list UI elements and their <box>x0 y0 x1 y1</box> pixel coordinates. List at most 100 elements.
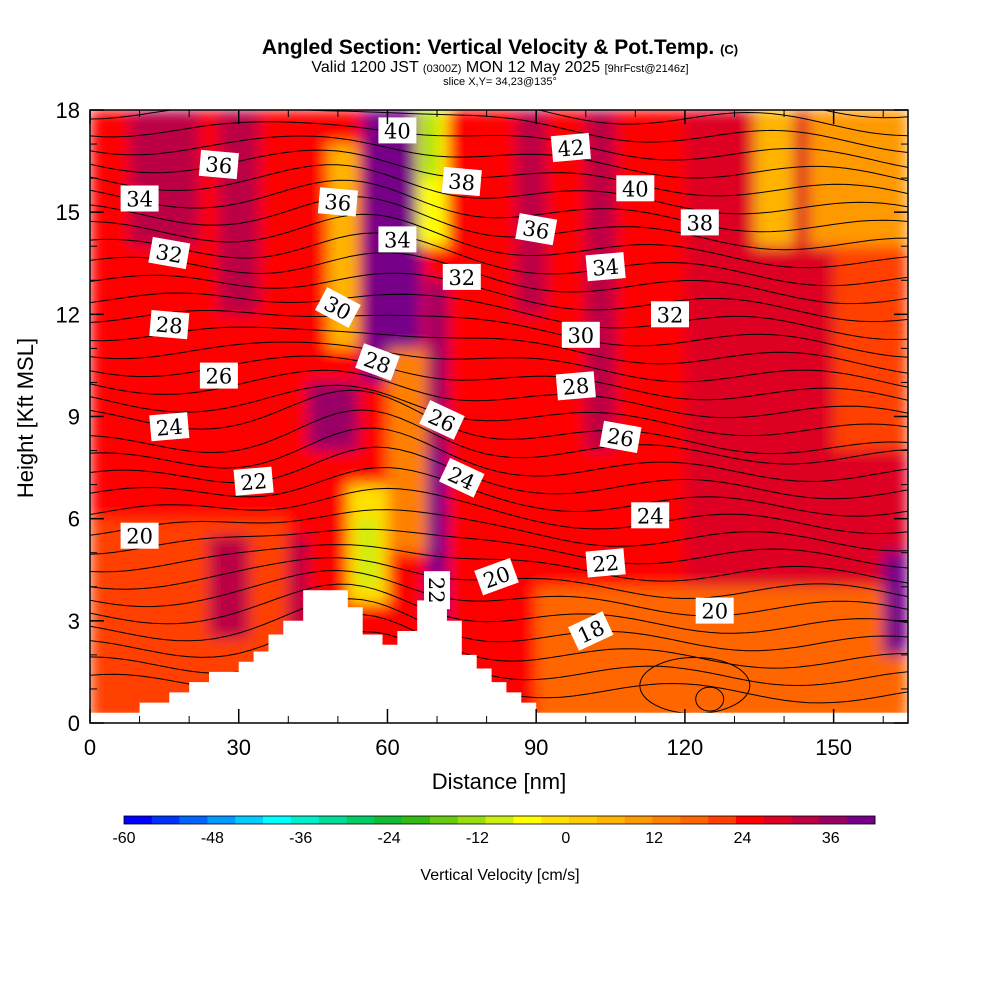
colorbar-swatch <box>457 816 486 824</box>
velocity-patch <box>357 518 378 587</box>
colorbar-tick-label: 12 <box>645 830 663 847</box>
contour-label: 24 <box>149 412 190 442</box>
theta-contour-line <box>90 446 908 500</box>
contour-label-text: 32 <box>448 266 475 290</box>
contour-label-box <box>315 287 361 328</box>
contour-label-box <box>515 213 558 246</box>
y-tick-label: 3 <box>68 609 80 634</box>
theta-contour-line <box>90 232 908 287</box>
theta-contour-line <box>90 164 908 215</box>
contour-label-text: 22 <box>239 469 268 495</box>
contour-label: 38 <box>680 209 719 236</box>
velocity-patch <box>754 110 794 247</box>
contour-label: 34 <box>378 226 417 253</box>
contour-label: 40 <box>378 117 417 144</box>
chart-subtitle: Valid 1200 JST (0300Z) MON 12 May 2025 [… <box>311 59 689 76</box>
x-tick-label: 150 <box>815 735 852 760</box>
contour-label-text: 26 <box>605 424 635 452</box>
x-tick-label: 90 <box>524 735 548 760</box>
theta-contour-line <box>90 272 908 323</box>
contour-label-text: 32 <box>154 240 184 268</box>
contour-label-box <box>317 187 358 217</box>
theta-contour-line <box>90 252 908 305</box>
colorbar-swatch <box>680 816 709 824</box>
contour-label-box <box>442 263 481 290</box>
colorbar-tick-label: 24 <box>734 830 752 847</box>
theta-contour-line <box>90 389 908 455</box>
colorbar-swatch <box>235 816 264 824</box>
contour-label-box <box>680 209 719 236</box>
theta-contour-line <box>90 544 908 584</box>
y-tick-label: 18 <box>56 98 80 123</box>
contour-label-text: 20 <box>126 525 153 549</box>
theta-contour-line <box>90 196 908 251</box>
theta-contour-line <box>90 310 908 358</box>
theta-contour-line <box>90 598 908 652</box>
contour-label: 30 <box>561 321 600 348</box>
velocity-patch <box>422 110 438 179</box>
velocity-patch <box>516 110 547 315</box>
contour-label-box <box>120 522 159 549</box>
contour-label-text: 36 <box>521 216 551 244</box>
contour-label: 28 <box>149 309 190 340</box>
contour-label: 32 <box>442 263 481 290</box>
colorbar-swatch <box>485 816 514 824</box>
contour-label-box <box>585 548 626 578</box>
colorbar-swatch <box>207 816 236 824</box>
colorbar-swatch <box>763 816 792 824</box>
terrain-profile <box>90 590 908 723</box>
contour-label-box <box>616 175 655 202</box>
theta-contour-line <box>90 509 908 552</box>
contour-label-text: 42 <box>557 135 586 161</box>
colorbar-swatch <box>374 816 403 824</box>
contour-label-box <box>651 301 689 328</box>
colorbar-tick-label: -24 <box>378 830 401 847</box>
y-tick-label: 0 <box>68 711 80 736</box>
contour-label-box <box>474 557 519 596</box>
theta-contour-line <box>90 179 908 233</box>
contour-label-box <box>148 236 191 270</box>
contour-label-box <box>555 371 596 401</box>
colorbar-tick-label: 36 <box>822 830 840 847</box>
contour-label-box <box>120 185 159 212</box>
x-tick-label: 30 <box>226 735 250 760</box>
colorbar-swatch <box>569 816 598 824</box>
contour-label-text: 24 <box>637 504 664 528</box>
x-tick-label: 60 <box>375 735 399 760</box>
theta-contour-line <box>90 213 908 269</box>
contour-label: 36 <box>515 213 558 246</box>
contour-label: 28 <box>555 371 596 401</box>
contour-label-text: 26 <box>206 365 233 389</box>
contour-label-box <box>149 412 190 442</box>
velocity-patch <box>387 348 428 553</box>
contour-label: 40 <box>616 175 655 202</box>
contour-label-box <box>561 321 600 348</box>
theta-contour-line <box>90 528 908 569</box>
contour-label-box <box>599 420 642 454</box>
y-tick-label: 15 <box>56 200 80 225</box>
velocity-patch <box>734 620 794 723</box>
contour-label: 22 <box>585 548 626 578</box>
colorbar-tick-label: -48 <box>201 830 224 847</box>
theta-contour-line <box>90 487 908 534</box>
contour-label: 34 <box>585 252 626 282</box>
contour-label-box <box>419 400 465 440</box>
theta-contour-line <box>90 30 908 82</box>
contour-label-box <box>378 117 417 144</box>
contour-label: 24 <box>631 502 670 529</box>
x-tick-label: 0 <box>84 735 96 760</box>
contour-label-text: 24 <box>155 415 184 441</box>
x-tick-label: 120 <box>667 735 704 760</box>
contour-label-text: 32 <box>657 303 684 327</box>
contour-label-text: 36 <box>323 190 352 216</box>
contour-label-box <box>550 132 591 163</box>
colorbar-swatch <box>263 816 292 824</box>
contour-label: 20 <box>695 597 734 624</box>
contour-label-text: 36 <box>204 152 233 178</box>
colorbar-swatch <box>541 816 570 824</box>
theta-contour-line <box>90 466 908 517</box>
contour-label-text: 28 <box>562 374 591 400</box>
theta-contour-line <box>90 614 908 669</box>
